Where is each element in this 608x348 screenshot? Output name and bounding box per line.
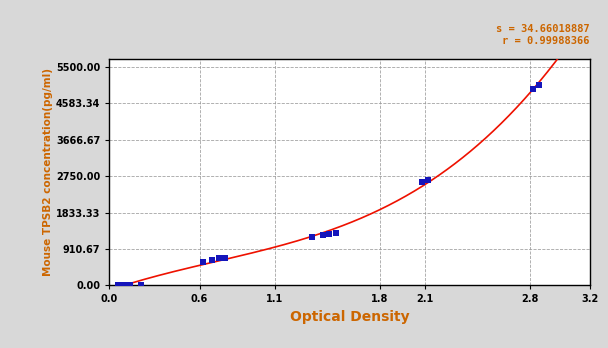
Point [323, 231, 333, 237]
Point [207, 257, 216, 263]
Point [116, 283, 125, 288]
Point [220, 255, 230, 260]
Point [214, 255, 224, 261]
Point [113, 283, 123, 288]
Point [198, 259, 207, 265]
Point [331, 230, 341, 236]
Text: s = 34.66018887
r = 0.99988366: s = 34.66018887 r = 0.99988366 [496, 24, 590, 46]
Point [125, 283, 135, 288]
Point [534, 82, 544, 88]
Y-axis label: Mouse TPSB2 concentration(pg/ml): Mouse TPSB2 concentration(pg/ml) [43, 68, 54, 276]
Point [136, 283, 146, 288]
Point [423, 177, 432, 183]
Point [307, 234, 317, 239]
Point [318, 232, 328, 238]
Point [120, 283, 130, 288]
Point [417, 180, 427, 185]
X-axis label: Optical Density: Optical Density [290, 310, 409, 324]
Point [528, 86, 537, 91]
